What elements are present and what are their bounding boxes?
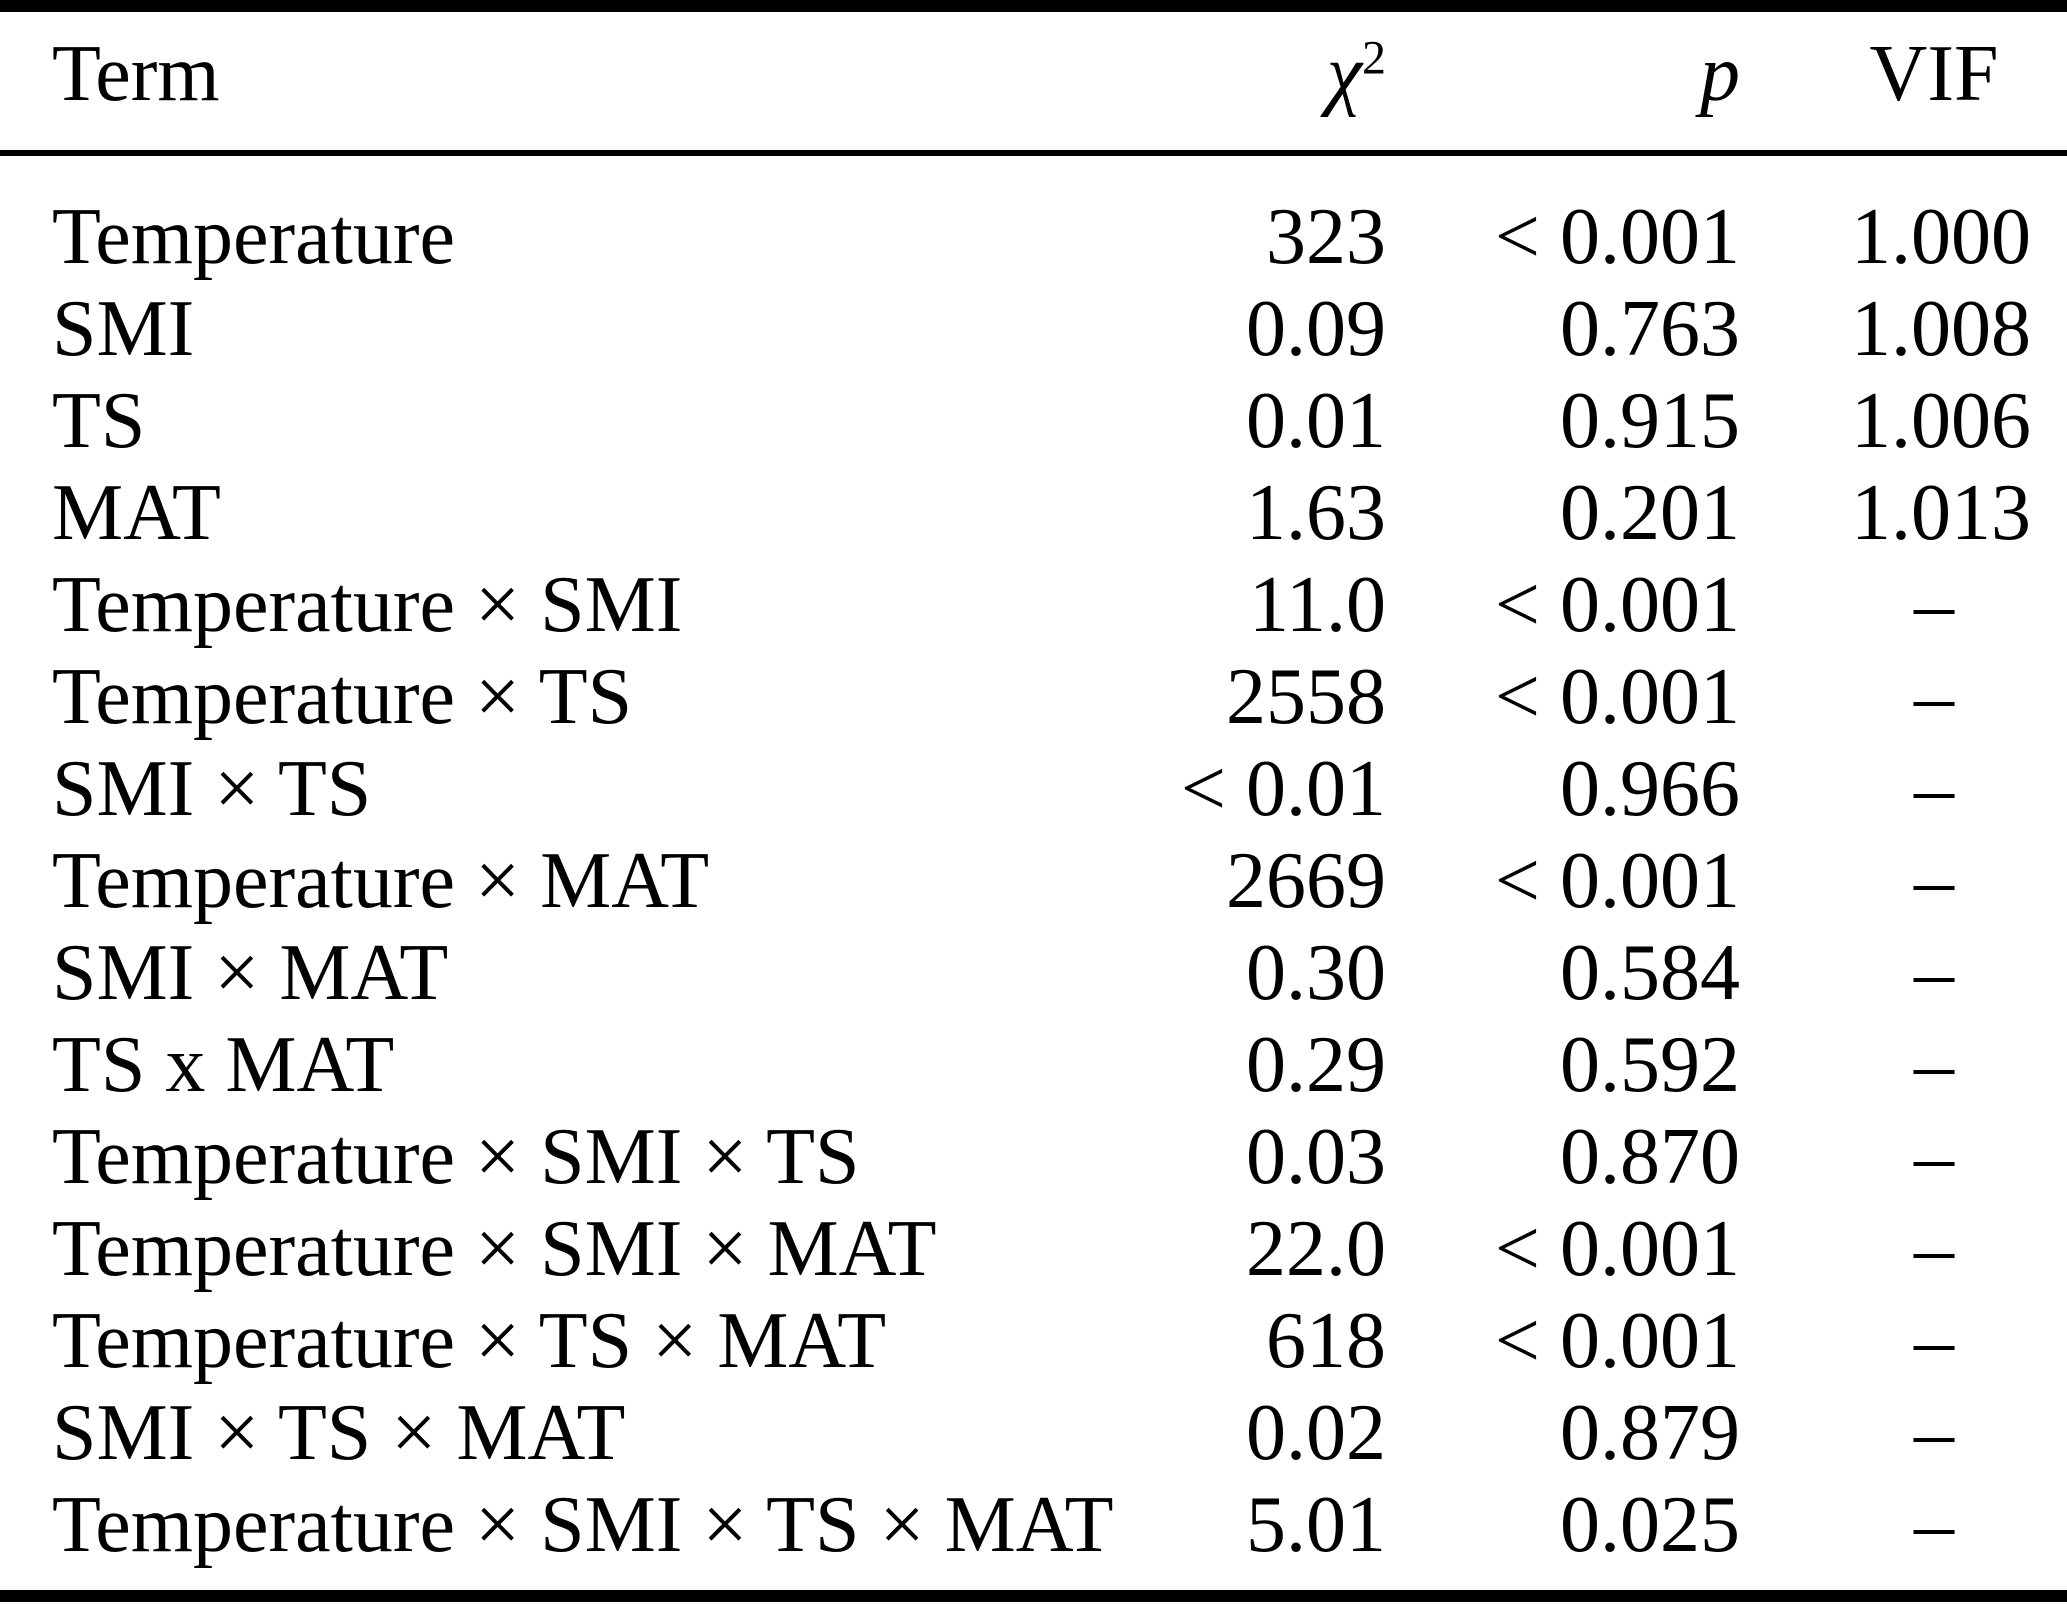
p-header-label: p — [1700, 30, 1740, 118]
vif-cell: – — [1914, 837, 1954, 925]
term-cell: Temperature × MAT — [52, 837, 710, 925]
table-row: SMI × TS × MAT 0.02 0.879 – — [0, 1387, 2067, 1479]
table-row: Temperature × SMI 11.0 < 0.001 – — [0, 559, 2067, 651]
table-bottom-rule — [0, 1590, 2067, 1602]
vif-cell: 1.013 — [1851, 469, 2031, 557]
term-cell: Temperature × TS — [52, 653, 633, 741]
p-value-cell: < 0.001 — [1494, 1297, 1740, 1385]
term-cell: SMI × TS — [52, 745, 372, 833]
term-cell: SMI × TS × MAT — [52, 1389, 626, 1477]
table-row: SMI 0.09 0.763 1.008 — [0, 283, 2067, 375]
term-cell: TS x MAT — [52, 1021, 395, 1109]
term-cell: TS — [52, 377, 146, 465]
vif-cell: 1.006 — [1851, 377, 2031, 465]
term-cell: Temperature × SMI × TS × MAT — [52, 1481, 1114, 1569]
chi-squared-cell: 2669 — [1226, 837, 1386, 925]
table-row: Temperature × TS × MAT 618 < 0.001 – — [0, 1295, 2067, 1387]
table-row: MAT 1.63 0.201 1.013 — [0, 467, 2067, 559]
col-header-p-value: p — [1388, 12, 1851, 191]
chi-squared-cell: < 0.01 — [1180, 745, 1386, 833]
p-value-cell: < 0.001 — [1494, 837, 1740, 925]
p-value-cell: 0.025 — [1560, 1481, 1740, 1569]
chi-squared-cell: 11.0 — [1248, 561, 1386, 649]
p-value-cell: 0.966 — [1560, 745, 1740, 833]
p-value-cell: 0.592 — [1560, 1021, 1740, 1109]
vif-cell: – — [1914, 745, 1954, 833]
chi-squared-cell: 5.01 — [1246, 1481, 1386, 1569]
vif-cell: – — [1914, 1113, 1954, 1201]
term-cell: SMI — [52, 285, 195, 373]
col-header-vif: VIF — [1851, 12, 2067, 191]
vif-cell: – — [1914, 1297, 1954, 1385]
p-value-cell: < 0.001 — [1494, 653, 1740, 741]
chi-squared-cell: 0.01 — [1246, 377, 1386, 465]
header-row: Term χ2 p VIF — [0, 12, 2067, 191]
vif-cell: – — [1914, 1481, 1954, 1569]
p-value-cell: 0.201 — [1560, 469, 1740, 557]
table-row: Temperature × SMI × MAT 22.0 < 0.001 – — [0, 1203, 2067, 1295]
table-row: Temperature × TS 2558 < 0.001 – — [0, 651, 2067, 743]
table-header: Term χ2 p VIF — [0, 12, 2067, 191]
chi-squared-cell: 0.29 — [1246, 1021, 1386, 1109]
table-row: Temperature × MAT 2669 < 0.001 – — [0, 835, 2067, 927]
chi-squared-cell: 0.09 — [1246, 285, 1386, 373]
table-row: SMI × TS < 0.01 0.966 – — [0, 743, 2067, 835]
term-header-label: Term — [52, 30, 220, 118]
p-value-cell: 0.870 — [1560, 1113, 1740, 1201]
p-value-cell: 0.879 — [1560, 1389, 1740, 1477]
term-cell: Temperature × SMI × MAT — [52, 1205, 937, 1293]
table-body: Temperature 323 < 0.001 1.000 SMI 0.09 0… — [0, 191, 2067, 1571]
chi-squared-cell: 0.03 — [1246, 1113, 1386, 1201]
term-cell: Temperature × SMI — [52, 561, 683, 649]
vif-cell: – — [1914, 1389, 1954, 1477]
chi-squared-cell: 323 — [1266, 193, 1386, 281]
vif-header-label: VIF — [1869, 30, 1999, 118]
chi-symbol: χ — [1326, 30, 1362, 118]
table-top-rule — [0, 0, 2067, 12]
table-row: Temperature × SMI × TS 0.03 0.870 – — [0, 1111, 2067, 1203]
vif-cell: 1.008 — [1851, 285, 2031, 373]
anova-statistics-table: Term χ2 p VIF Temperature 323 < 0.001 1.… — [0, 12, 2067, 1571]
chi-squared-cell: 2558 — [1226, 653, 1386, 741]
term-cell: MAT — [52, 469, 221, 557]
p-value-cell: 0.763 — [1560, 285, 1740, 373]
chi-squared-cell: 0.02 — [1246, 1389, 1386, 1477]
p-value-cell: < 0.001 — [1494, 1205, 1740, 1293]
vif-cell: – — [1914, 929, 1954, 1017]
term-cell: Temperature × SMI × TS — [52, 1113, 860, 1201]
chi-squared-cell: 22.0 — [1246, 1205, 1386, 1293]
term-cell: SMI × MAT — [52, 929, 449, 1017]
chi-squared-cell: 0.30 — [1246, 929, 1386, 1017]
header-divider-rule — [0, 150, 2067, 156]
table-row: Temperature 323 < 0.001 1.000 — [0, 191, 2067, 283]
p-value-cell: 0.915 — [1560, 377, 1740, 465]
vif-cell: – — [1914, 1205, 1954, 1293]
vif-cell: – — [1914, 561, 1954, 649]
chi-superscript: 2 — [1362, 31, 1386, 85]
vif-cell: – — [1914, 653, 1954, 741]
table-row: Temperature × SMI × TS × MAT 5.01 0.025 … — [0, 1479, 2067, 1571]
table-row: SMI × MAT 0.30 0.584 – — [0, 927, 2067, 1019]
table-row: TS x MAT 0.29 0.592 – — [0, 1019, 2067, 1111]
term-cell: Temperature — [52, 193, 456, 281]
col-header-chi-squared: χ2 — [1130, 12, 1388, 191]
chi-squared-cell: 1.63 — [1246, 469, 1386, 557]
p-value-cell: < 0.001 — [1494, 193, 1740, 281]
chi-squared-cell: 618 — [1266, 1297, 1386, 1385]
p-value-cell: < 0.001 — [1494, 561, 1740, 649]
term-cell: Temperature × TS × MAT — [52, 1297, 887, 1385]
vif-cell: 1.000 — [1851, 193, 2031, 281]
col-header-term: Term — [0, 12, 1130, 191]
vif-cell: – — [1914, 1021, 1954, 1109]
table-row: TS 0.01 0.915 1.006 — [0, 375, 2067, 467]
p-value-cell: 0.584 — [1560, 929, 1740, 1017]
